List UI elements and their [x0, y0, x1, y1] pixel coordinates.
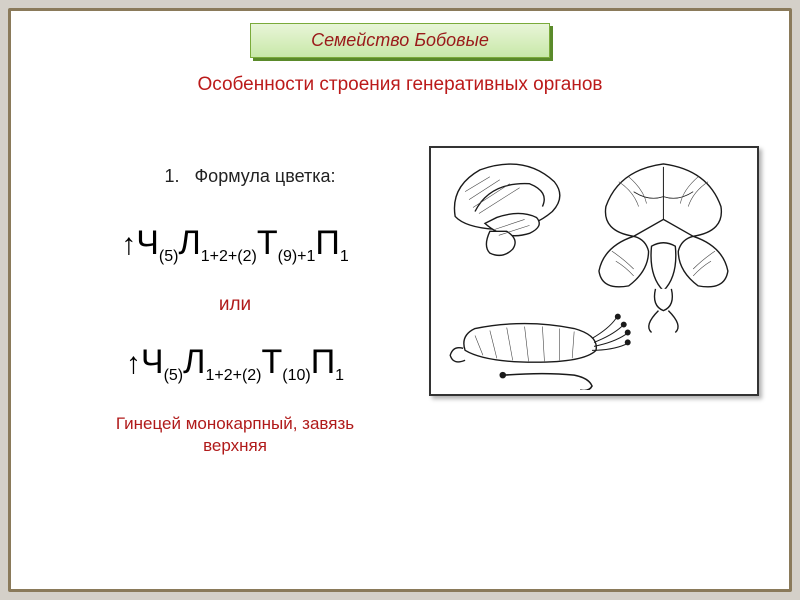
f2-sub-1: 1+2+(2)	[205, 367, 261, 384]
caption-line1: Гинецей монокарпный, завязь	[116, 414, 354, 433]
f2-sym-3: П	[311, 343, 335, 381]
formula-1: ↑Ч(5)Л1+2+(2)Т(9)+1П1	[41, 223, 429, 266]
formula1-arrow: ↑	[121, 228, 136, 261]
point-text: Формула цветка:	[195, 166, 336, 186]
title-box: Семейство Бобовые	[250, 23, 550, 58]
f1-sub-2: (9)+1	[278, 248, 316, 265]
f2-sym-1: Л	[183, 343, 205, 381]
f2-sub-2: (10)	[282, 367, 310, 384]
f1-sub-3: 1	[340, 248, 349, 265]
f2-sym-2: Т	[262, 343, 283, 381]
point-number: 1.	[164, 166, 179, 186]
left-column: 1. Формула цветка: ↑Ч(5)Л1+2+(2)Т(9)+1П1…	[41, 146, 429, 458]
flower-illustration	[435, 152, 753, 390]
illustration-frame	[429, 146, 759, 396]
or-label: или	[41, 294, 429, 316]
caption-line2: верхняя	[203, 436, 267, 455]
f1-sym-0: Ч	[136, 224, 159, 262]
f1-sub-1: 1+2+(2)	[201, 248, 257, 265]
formula2-arrow: ↑	[126, 347, 141, 380]
f1-sym-3: П	[315, 224, 339, 262]
f1-sub-0: (5)	[159, 248, 179, 265]
slide-outer: Семейство Бобовые Особенности строения г…	[0, 0, 800, 600]
f2-sub-3: 1	[335, 367, 344, 384]
caption: Гинецей монокарпный, завязь верхняя	[41, 413, 429, 457]
content-row: 1. Формула цветка: ↑Ч(5)Л1+2+(2)Т(9)+1П1…	[11, 146, 789, 458]
slide: Семейство Бобовые Особенности строения г…	[8, 8, 792, 592]
f2-sym-0: Ч	[141, 343, 164, 381]
f2-sub-0: (5)	[164, 367, 184, 384]
formula-2: ↑Ч(5)Л1+2+(2)Т(10)П1	[41, 342, 429, 385]
point-label: 1. Формула цветка:	[41, 166, 429, 187]
f1-sym-2: Т	[257, 224, 278, 262]
subtitle: Особенности строения генеративных органо…	[11, 74, 789, 96]
f1-sym-1: Л	[178, 224, 200, 262]
title-text: Семейство Бобовые	[311, 30, 489, 50]
right-column	[429, 146, 759, 396]
